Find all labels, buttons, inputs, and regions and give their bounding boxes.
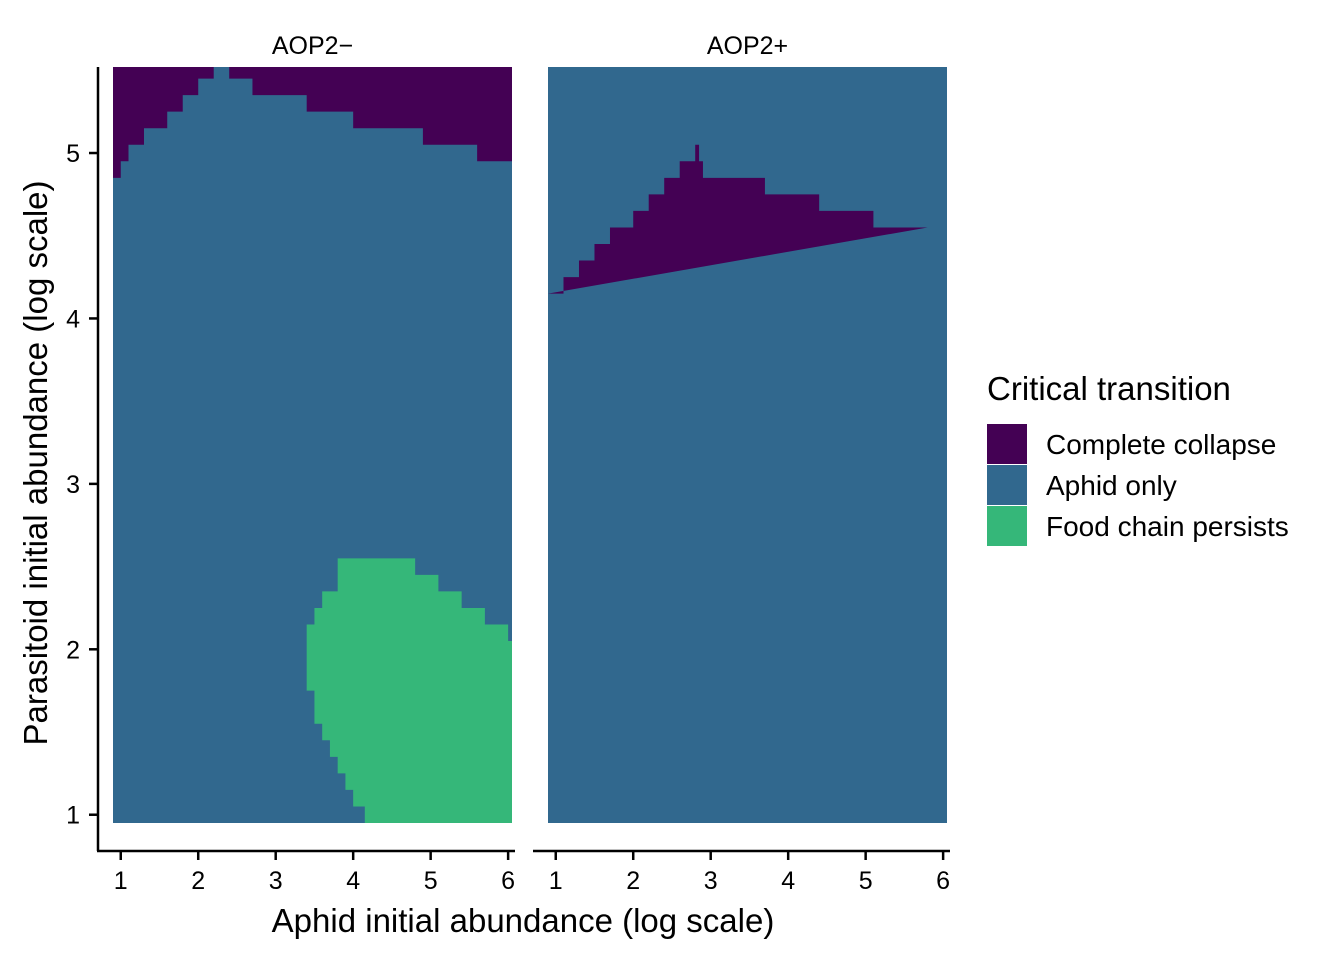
panels bbox=[113, 67, 947, 823]
x-tick-label: 6 bbox=[501, 867, 515, 895]
region-complete-collapse bbox=[113, 67, 512, 178]
x-tick-label: 2 bbox=[626, 867, 640, 895]
legend-title: Critical transition bbox=[987, 370, 1231, 407]
x-tick-label: 5 bbox=[424, 867, 438, 895]
legend-label: Food chain persists bbox=[1046, 511, 1289, 542]
y-tick-label: 1 bbox=[66, 802, 80, 830]
x-axis-title: Aphid initial abundance (log scale) bbox=[272, 902, 775, 939]
axes: AOP2− 1 2 3 4 5 6 1 2 3 4 5 AOP2+ 1 2 3 4 5 6 Aphid initial… bbox=[17, 32, 950, 939]
x-tick-label: 3 bbox=[704, 867, 718, 895]
x-tick-label: 5 bbox=[859, 867, 873, 895]
legend: Critical transition Complete collapse Aphi… bbox=[987, 370, 1289, 546]
panel-title-aop2-plus: AOP2+ bbox=[707, 32, 788, 60]
legend-label: Aphid only bbox=[1046, 470, 1177, 501]
panel-aop2-minus bbox=[113, 67, 512, 823]
legend-swatch bbox=[987, 506, 1027, 546]
x-tick-label: 4 bbox=[346, 867, 360, 895]
x-tick-label: 4 bbox=[781, 867, 795, 895]
x-tick-label: 6 bbox=[936, 867, 950, 895]
region-food-chain-persists bbox=[306, 558, 512, 823]
y-tick-label: 3 bbox=[66, 471, 80, 499]
x-tick-label: 2 bbox=[191, 867, 205, 895]
legend-swatch bbox=[987, 424, 1027, 464]
panel-aop2-plus bbox=[548, 67, 947, 823]
x-tick-label: 3 bbox=[269, 867, 283, 895]
y-tick-label: 4 bbox=[66, 305, 80, 333]
x-tick-label: 1 bbox=[114, 867, 128, 895]
legend-label: Complete collapse bbox=[1046, 429, 1276, 460]
region-complete-collapse bbox=[548, 144, 928, 294]
legend-swatch bbox=[987, 465, 1027, 505]
y-tick-label: 5 bbox=[66, 140, 80, 168]
x-tick-label: 1 bbox=[549, 867, 563, 895]
y-tick-label: 2 bbox=[66, 636, 80, 664]
panel-title-aop2-minus: AOP2− bbox=[272, 32, 353, 60]
y-axis-title: Parasitoid initial abundance (log scale) bbox=[17, 181, 54, 746]
